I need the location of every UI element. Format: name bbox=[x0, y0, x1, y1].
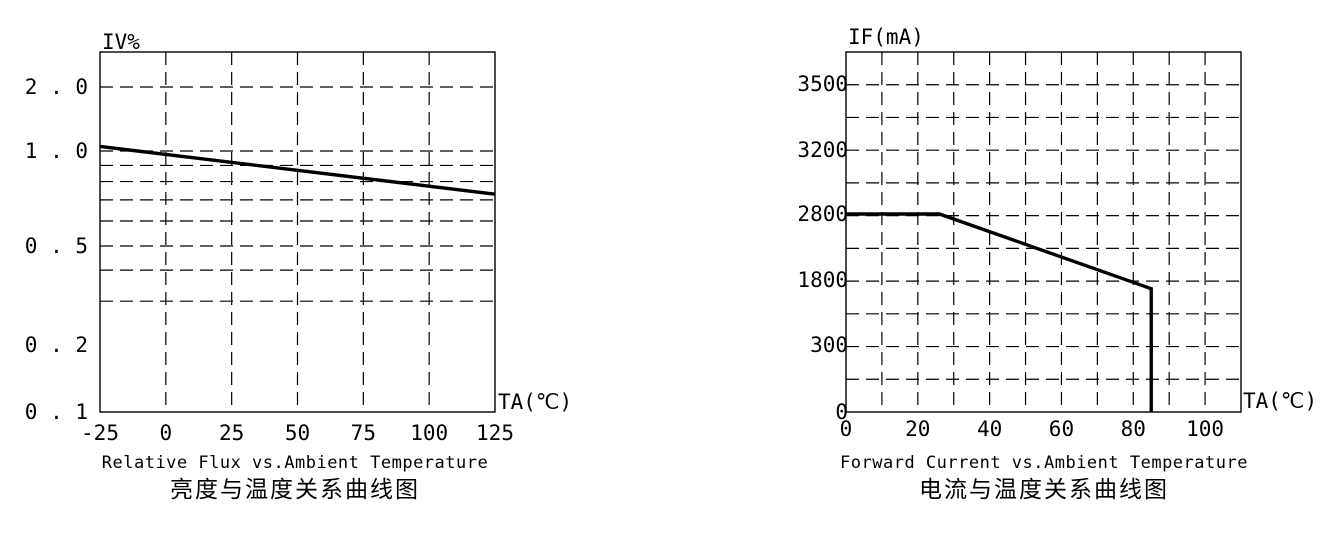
chart2-frame bbox=[845, 51, 1242, 413]
chart1-y-axis-label: IV% bbox=[102, 30, 140, 54]
chart2-x-ticks: 0 20 40 60 80 100 bbox=[840, 417, 1224, 441]
chart2-y-tick-label: 3500 bbox=[797, 72, 848, 96]
chart2-x-tick-label: 40 bbox=[977, 417, 1002, 441]
chart1-grid bbox=[100, 52, 495, 412]
chart1-title: Relative Flux vs.Ambient Temperature bbox=[102, 453, 488, 473]
chart1-y-tick-label: 2 . 0 bbox=[25, 75, 88, 99]
chart1-y-tick-label: 0 . 2 bbox=[25, 333, 88, 357]
chart1-y-tick-label: 1 . 0 bbox=[25, 139, 88, 163]
chart2-x-tick-label: 0 bbox=[840, 417, 853, 441]
chart2-subtitle: 电流与温度关系曲线图 bbox=[919, 477, 1169, 503]
chart2-series-line bbox=[846, 212, 1153, 412]
chart2-x-tick-label: 60 bbox=[1049, 417, 1074, 441]
chart1-x-tick-label: 25 bbox=[219, 421, 244, 445]
chart1-x-axis-label: TA(℃) bbox=[498, 390, 572, 414]
chart1-x-tick-label: 100 bbox=[410, 421, 448, 445]
chart2-title: Forward Current vs.Ambient Temperature bbox=[840, 453, 1248, 473]
chart1-subtitle: 亮度与温度关系曲线图 bbox=[170, 477, 420, 503]
chart1-x-tick-label: -25 bbox=[81, 421, 119, 445]
chart1-x-tick-label: 0 bbox=[160, 421, 173, 445]
chart1-x-tick-label: 75 bbox=[351, 421, 376, 445]
chart-forward-current: 0 20 40 60 80 100 0 300 1800 2800 3200 3500 IF(mA)… bbox=[797, 25, 1317, 503]
chart2-x-axis-label: TA(℃) bbox=[1243, 389, 1317, 413]
chart1-x-tick-label: 50 bbox=[285, 421, 310, 445]
chart1-series-line bbox=[99, 144, 496, 196]
chart2-y-tick-label: 0 bbox=[835, 400, 848, 424]
chart2-x-tick-label: 20 bbox=[905, 417, 930, 441]
chart1-y-ticks: 0 . 1 0 . 2 0 . 5 1 . 0 2 . 0 bbox=[25, 75, 88, 424]
chart2-y-ticks: 0 300 1800 2800 3200 3500 bbox=[797, 72, 848, 424]
chart2-y-tick-label: 3200 bbox=[797, 138, 848, 162]
chart2-x-tick-label: 80 bbox=[1121, 417, 1146, 441]
chart1-y-tick-label: 0 . 5 bbox=[25, 234, 88, 258]
chart2-y-tick-label: 2800 bbox=[797, 202, 848, 226]
chart2-x-tick-label: 100 bbox=[1186, 417, 1224, 441]
chart2-y-tick-label: 300 bbox=[810, 333, 848, 357]
chart1-frame bbox=[99, 51, 496, 413]
chart2-y-axis-label: IF(mA) bbox=[848, 25, 924, 49]
chart1-x-tick-label: 125 bbox=[476, 421, 514, 445]
chart1-x-ticks: -25 0 25 50 75 100 125 bbox=[81, 421, 514, 445]
chart2-grid bbox=[846, 52, 1241, 412]
chart-relative-flux: -25 0 25 50 75 100 125 0 . 1 0 . 2 0 . 5 1 . 0 2 .… bbox=[25, 30, 572, 503]
chart2-y-tick-label: 1800 bbox=[797, 268, 848, 292]
chart1-y-tick-label: 0 . 1 bbox=[25, 400, 88, 424]
